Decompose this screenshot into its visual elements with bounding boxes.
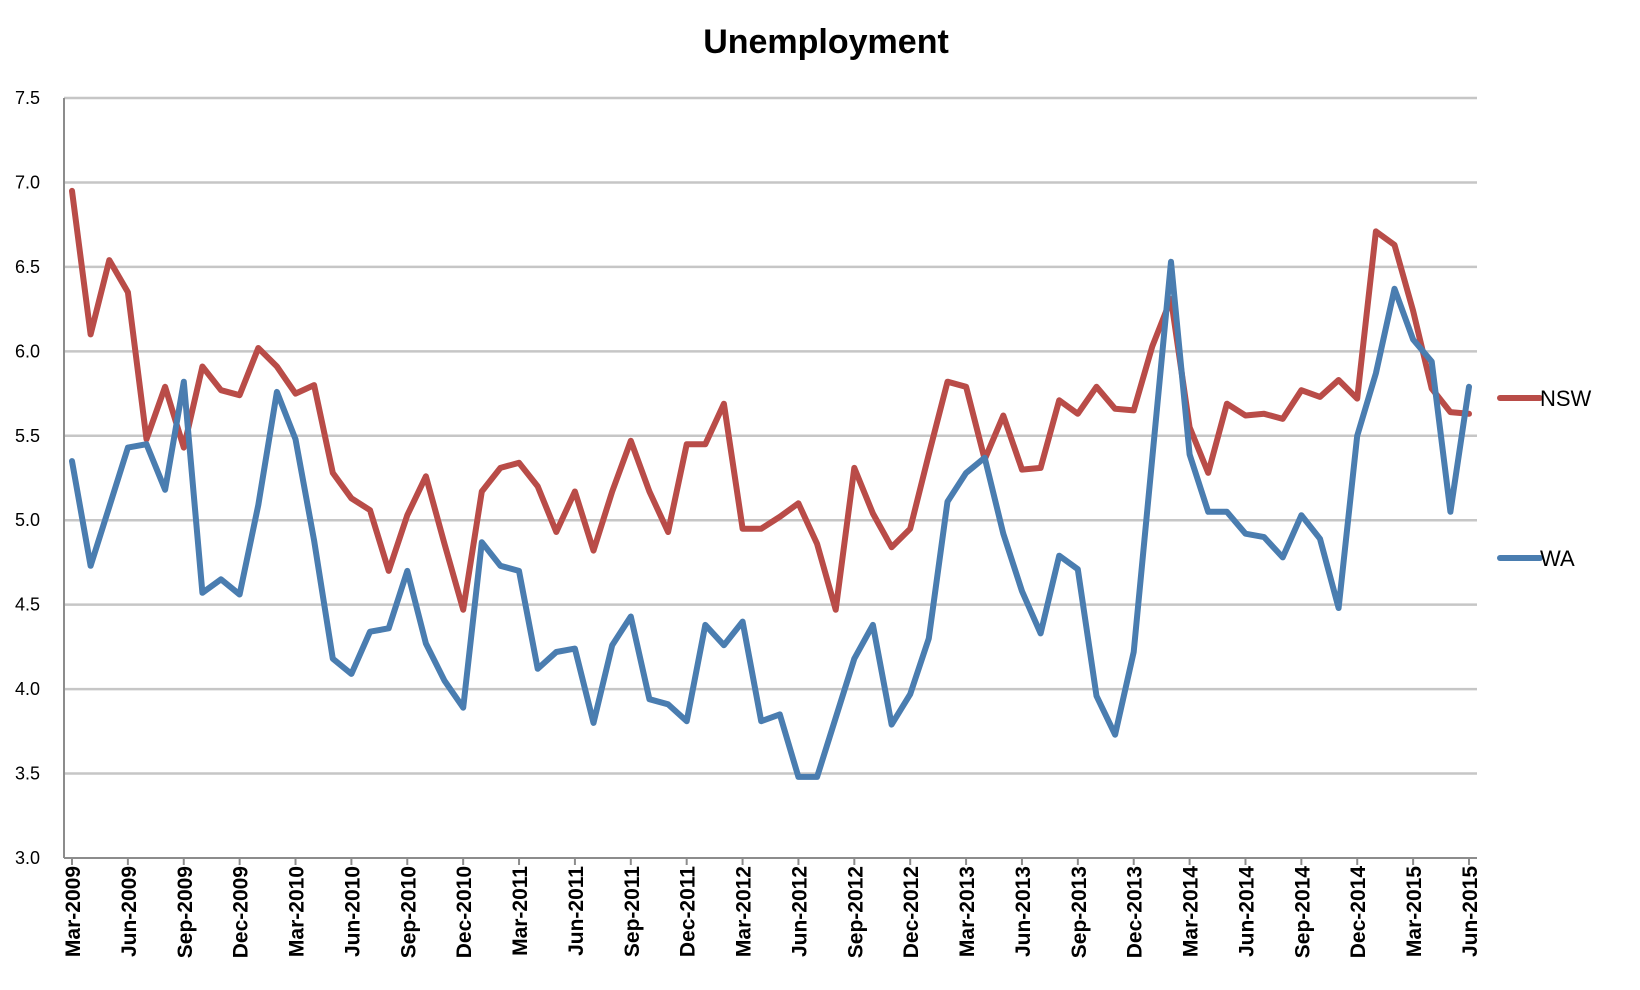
x-tick-label: Sep-2010 — [397, 866, 420, 958]
x-tick-label: Sep-2014 — [1291, 866, 1314, 959]
x-tick-label: Jun-2015 — [1459, 866, 1482, 957]
gridlines — [64, 98, 1477, 858]
x-tick-label: Jun-2009 — [118, 866, 141, 957]
legend-label-nsw: NSW — [1540, 386, 1592, 411]
x-tick-label: Sep-2009 — [174, 866, 197, 958]
y-tick-label: 3.0 — [15, 848, 40, 868]
x-tick-label: Dec-2011 — [677, 866, 700, 957]
x-tick-label: Mar-2015 — [1403, 866, 1426, 957]
x-tick-label: Mar-2013 — [956, 866, 979, 957]
x-tick-label: Mar-2011 — [509, 866, 532, 956]
x-axis-ticks: Mar-2009 Jun-2009 Sep-2009 Dec-2009 Mar-2010… — [62, 858, 1482, 958]
x-tick-label: Dec-2014 — [1347, 866, 1370, 959]
x-tick-label: Sep-2012 — [844, 866, 867, 958]
y-tick-label: 4.0 — [15, 679, 40, 699]
y-tick-label: 4.5 — [15, 595, 40, 615]
y-axis-ticks: 3.0 3.5 4.0 4.5 5.0 5.5 6.0 6.5 7.0 7.5 — [15, 88, 40, 868]
x-tick-label: Dec-2010 — [453, 866, 476, 958]
y-tick-label: 7.5 — [15, 88, 40, 108]
x-tick-label: Jun-2011 — [565, 866, 588, 956]
chart-title: Unemployment — [703, 23, 949, 61]
x-tick-label: Mar-2014 — [1180, 866, 1203, 957]
x-tick-label: Jun-2013 — [1012, 866, 1035, 957]
legend: NSW WA — [1500, 386, 1592, 571]
x-tick-label: Mar-2009 — [62, 866, 85, 957]
y-tick-label: 3.5 — [15, 764, 40, 784]
x-tick-label: Sep-2011 — [621, 866, 644, 957]
x-tick-label: Sep-2013 — [1068, 866, 1091, 958]
x-tick-label: Mar-2010 — [286, 866, 309, 957]
x-tick-label: Jun-2014 — [1235, 866, 1258, 957]
x-tick-label: Dec-2013 — [1124, 866, 1147, 958]
x-tick-label: Dec-2009 — [230, 866, 253, 958]
y-tick-label: 5.5 — [15, 426, 40, 446]
y-tick-label: 6.5 — [15, 257, 40, 277]
y-tick-label: 7.0 — [15, 172, 40, 192]
x-tick-label: Mar-2012 — [733, 866, 756, 957]
x-tick-label: Dec-2012 — [900, 866, 923, 958]
y-tick-label: 5.0 — [15, 510, 40, 530]
x-tick-label: Jun-2012 — [788, 866, 811, 957]
legend-label-wa: WA — [1540, 546, 1575, 571]
x-tick-label: Jun-2010 — [341, 866, 364, 957]
y-tick-label: 6.0 — [15, 341, 40, 361]
